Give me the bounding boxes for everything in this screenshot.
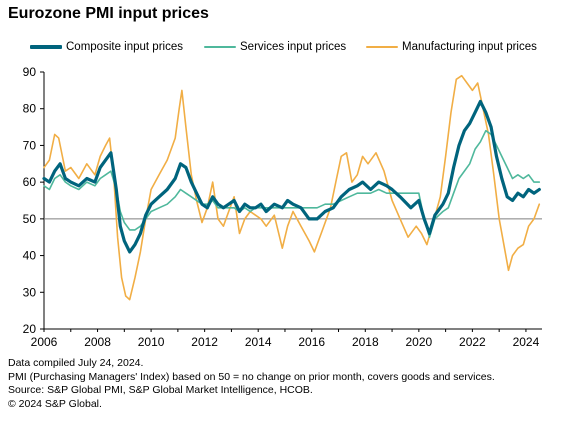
y-axis: 20 30 40 50 60 70 80 90 [23,65,45,336]
legend-item-manufacturing: Manufacturing input prices [366,41,537,53]
legend-swatch-composite [30,45,62,49]
note-definition: PMI (Purchasing Managers' Index) based o… [8,370,495,383]
legend-label-composite: Composite input prices [66,41,183,53]
series-lines [42,74,541,301]
series-line-composite [42,99,541,254]
x-tick-label: 2022 [459,335,486,349]
note-source: Source: S&P Global PMI, S&P Global Marke… [8,384,313,396]
y-tick-label: 30 [23,285,37,299]
x-tick-label: 2016 [298,335,325,349]
x-tick-label: 2012 [191,335,218,349]
y-tick-label: 40 [23,249,37,263]
y-tick-label: 20 [23,322,37,336]
series-line-manufacturing [43,74,541,301]
y-tick-label: 60 [23,175,37,189]
y-tick-label: 80 [23,102,37,116]
legend-item-composite: Composite input prices [30,41,183,53]
legend-swatch-services [204,46,236,48]
legend-label-services: Services input prices [240,41,347,53]
x-tick-label: 2010 [138,335,165,349]
series-line-services [43,129,541,238]
legend-swatch-manufacturing [366,46,398,48]
x-tick-label: 2020 [405,335,432,349]
y-tick-label: 70 [23,138,37,152]
x-tick-label: 2018 [352,335,379,349]
x-axis: 2006 2008 2010 2012 2014 2016 2018 2020 2022 2024 [31,328,542,349]
chart-title: Eurozone PMI input prices [8,5,209,22]
legend-label-manufacturing: Manufacturing input prices [402,41,537,53]
x-tick-label: 2006 [31,335,58,349]
legend-item-services: Services input prices [204,41,346,53]
x-tick-label: 2014 [245,335,272,349]
note-date-compiled: Data compiled July 24, 2024. [8,357,144,369]
y-tick-label: 50 [23,212,37,226]
note-copyright: © 2024 S&P Global. [8,397,102,410]
y-tick-label: 90 [23,65,37,79]
x-tick-label: 2008 [84,335,111,349]
x-tick-label: 2024 [513,335,540,349]
chart-notes: Data compiled July 24, 2024. PMI (Purcha… [8,357,495,411]
